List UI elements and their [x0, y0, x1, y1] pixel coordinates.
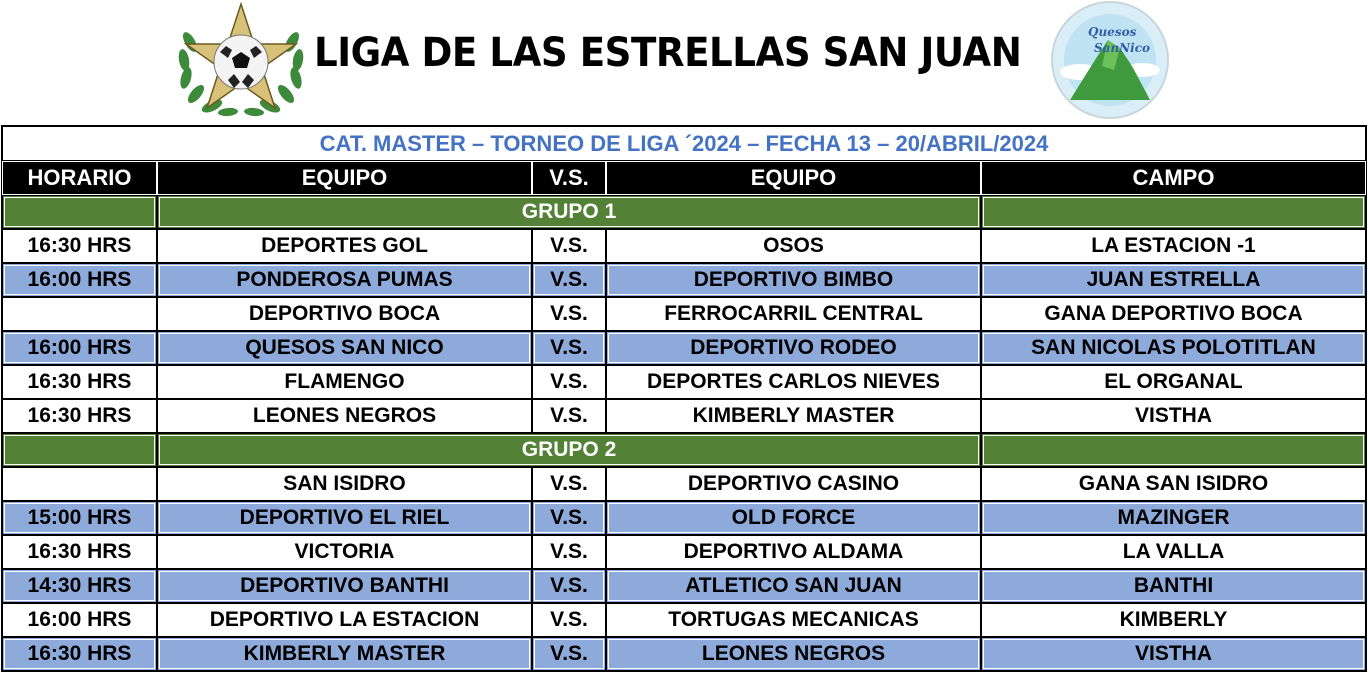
- field-name: SAN NICOLAS POLOTITLAN: [981, 331, 1366, 365]
- vs-label: V.S.: [532, 569, 606, 603]
- home-team: DEPORTES GOL: [157, 229, 532, 263]
- field-name: EL ORGANAL: [981, 365, 1366, 399]
- away-team: FERROCARRIL CENTRAL: [606, 297, 981, 331]
- svg-text:Quesos: Quesos: [1088, 25, 1137, 39]
- home-team: FLAMENGO: [157, 365, 532, 399]
- group-spacer: [2, 433, 157, 467]
- group-header-row: GRUPO 1: [2, 195, 1366, 229]
- table-row: SAN ISIDRO V.S. DEPORTIVO CASINO GANA SA…: [2, 467, 1366, 501]
- column-header-campo: CAMPO: [981, 161, 1366, 195]
- table-row: 16:30 HRS FLAMENGO V.S. DEPORTES CARLOS …: [2, 365, 1366, 399]
- column-header-vs: V.S.: [532, 161, 606, 195]
- away-team: OSOS: [606, 229, 981, 263]
- away-team: LEONES NEGROS: [606, 637, 981, 671]
- table-row: 16:00 HRS DEPORTIVO LA ESTACION V.S. TOR…: [2, 603, 1366, 637]
- table-row: 16:30 HRS DEPORTES GOL V.S. OSOS LA ESTA…: [2, 229, 1366, 263]
- home-team: KIMBERLY MASTER: [157, 637, 532, 671]
- match-time: 16:00 HRS: [2, 331, 157, 365]
- field-name: GANA DEPORTIVO BOCA: [981, 297, 1366, 331]
- vs-label: V.S.: [532, 297, 606, 331]
- column-header-row: HORARIO EQUIPO V.S. EQUIPO CAMPO: [2, 161, 1366, 195]
- vs-label: V.S.: [532, 399, 606, 433]
- group-header-row: GRUPO 2: [2, 433, 1366, 467]
- svg-text:SanNico: SanNico: [1094, 41, 1150, 55]
- table-row: 15:00 HRS DEPORTIVO EL RIEL V.S. OLD FOR…: [2, 501, 1366, 535]
- table-row: 16:30 HRS LEONES NEGROS V.S. KIMBERLY MA…: [2, 399, 1366, 433]
- column-header-horario: HORARIO: [2, 161, 157, 195]
- table-row: 16:00 HRS QUESOS SAN NICO V.S. DEPORTIVO…: [2, 331, 1366, 365]
- match-time: 16:00 HRS: [2, 263, 157, 297]
- field-name: BANTHI: [981, 569, 1366, 603]
- match-time: 16:30 HRS: [2, 229, 157, 263]
- away-team: ATLETICO SAN JUAN: [606, 569, 981, 603]
- group-label: GRUPO 2: [157, 433, 981, 467]
- sponsor-logo-icon: Quesos SanNico: [1051, 1, 1169, 119]
- table-row: 16:30 HRS VICTORIA V.S. DEPORTIVO ALDAMA…: [2, 535, 1366, 569]
- field-name: JUAN ESTRELLA: [981, 263, 1366, 297]
- table-row: DEPORTIVO BOCA V.S. FERROCARRIL CENTRAL …: [2, 297, 1366, 331]
- match-time: 16:00 HRS: [2, 603, 157, 637]
- home-team: PONDEROSA PUMAS: [157, 263, 532, 297]
- away-team: DEPORTIVO ALDAMA: [606, 535, 981, 569]
- away-team: TORTUGAS MECANICAS: [606, 603, 981, 637]
- vs-label: V.S.: [532, 263, 606, 297]
- vs-label: V.S.: [532, 365, 606, 399]
- league-logo-icon: [178, 2, 304, 117]
- away-team: DEPORTIVO RODEO: [606, 331, 981, 365]
- home-team: DEPORTIVO LA ESTACION: [157, 603, 532, 637]
- home-team: LEONES NEGROS: [157, 399, 532, 433]
- match-time: [2, 297, 157, 331]
- away-team: KIMBERLY MASTER: [606, 399, 981, 433]
- table-row: 16:30 HRS KIMBERLY MASTER V.S. LEONES NE…: [2, 637, 1366, 671]
- home-team: SAN ISIDRO: [157, 467, 532, 501]
- group-label: GRUPO 1: [157, 195, 981, 229]
- group-spacer: [981, 433, 1366, 467]
- column-header-equipo-2: EQUIPO: [606, 161, 981, 195]
- away-team: DEPORTIVO BIMBO: [606, 263, 981, 297]
- vs-label: V.S.: [532, 501, 606, 535]
- vs-label: V.S.: [532, 229, 606, 263]
- vs-label: V.S.: [532, 637, 606, 671]
- vs-label: V.S.: [532, 603, 606, 637]
- group-spacer: [981, 195, 1366, 229]
- home-team: QUESOS SAN NICO: [157, 331, 532, 365]
- field-name: KIMBERLY: [981, 603, 1366, 637]
- away-team: OLD FORCE: [606, 501, 981, 535]
- field-name: MAZINGER: [981, 501, 1366, 535]
- table-row: 16:00 HRS PONDEROSA PUMAS V.S. DEPORTIVO…: [2, 263, 1366, 297]
- page-header: LIGA DE LAS ESTRELLAS SAN JUAN Quesos Sa…: [0, 0, 1368, 124]
- home-team: VICTORIA: [157, 535, 532, 569]
- column-header-equipo-1: EQUIPO: [157, 161, 532, 195]
- match-time: 16:30 HRS: [2, 399, 157, 433]
- home-team: DEPORTIVO BOCA: [157, 297, 532, 331]
- match-time: [2, 467, 157, 501]
- match-time: 14:30 HRS: [2, 569, 157, 603]
- match-time: 16:30 HRS: [2, 365, 157, 399]
- home-team: DEPORTIVO EL RIEL: [157, 501, 532, 535]
- field-name: LA ESTACION -1: [981, 229, 1366, 263]
- vs-label: V.S.: [532, 331, 606, 365]
- table-title-row: CAT. MASTER – TORNEO DE LIGA ´2024 – FEC…: [2, 126, 1366, 161]
- match-time: 16:30 HRS: [2, 637, 157, 671]
- match-time: 16:30 HRS: [2, 535, 157, 569]
- field-name: LA VALLA: [981, 535, 1366, 569]
- group-spacer: [2, 195, 157, 229]
- away-team: DEPORTES CARLOS NIEVES: [606, 365, 981, 399]
- field-name: VISTHA: [981, 399, 1366, 433]
- field-name: GANA SAN ISIDRO: [981, 467, 1366, 501]
- league-title: LIGA DE LAS ESTRELLAS SAN JUAN: [314, 30, 1022, 76]
- home-team: DEPORTIVO BANTHI: [157, 569, 532, 603]
- table-row: 14:30 HRS DEPORTIVO BANTHI V.S. ATLETICO…: [2, 569, 1366, 603]
- away-team: DEPORTIVO CASINO: [606, 467, 981, 501]
- match-time: 15:00 HRS: [2, 501, 157, 535]
- schedule-table: CAT. MASTER – TORNEO DE LIGA ´2024 – FEC…: [1, 125, 1367, 672]
- field-name: VISTHA: [981, 637, 1366, 671]
- vs-label: V.S.: [532, 467, 606, 501]
- vs-label: V.S.: [532, 535, 606, 569]
- table-title: CAT. MASTER – TORNEO DE LIGA ´2024 – FEC…: [2, 126, 1366, 161]
